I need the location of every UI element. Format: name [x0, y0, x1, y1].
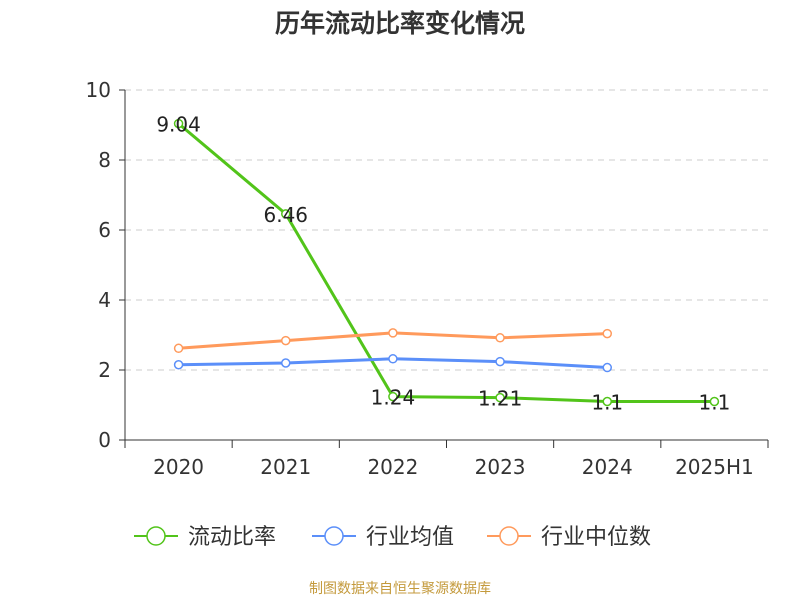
- series-line-0: [177, 122, 716, 403]
- data-point[interactable]: [709, 396, 720, 407]
- legend-marker: [499, 526, 519, 546]
- data-label: 1.21: [478, 387, 523, 411]
- legend[interactable]: 流动比率 行业均值 行业中位数: [134, 525, 651, 550]
- y-tick-label: 6: [98, 218, 111, 242]
- data-label: 1.1: [699, 391, 731, 415]
- data-point[interactable]: [495, 356, 505, 367]
- y-tick-label: 2: [98, 358, 111, 382]
- data-point[interactable]: [602, 362, 612, 373]
- source-note: 制图数据来自恒生聚源数据库: [309, 581, 491, 597]
- data-point[interactable]: [495, 392, 505, 403]
- legend-item-1[interactable]: 行业均值: [312, 525, 454, 550]
- x-tick-label: 2020: [153, 455, 204, 479]
- data-point[interactable]: [602, 396, 612, 407]
- legend-item-2[interactable]: 行业中位数: [487, 525, 651, 550]
- data-label: 1.24: [371, 386, 416, 410]
- x-tick-label: 2024: [582, 455, 633, 479]
- grid-lines: [125, 89, 768, 371]
- legend-label: 流动比率: [188, 525, 276, 550]
- plot-area: [173, 118, 720, 407]
- x-tick-label: 2023: [475, 455, 526, 479]
- legend-label: 行业中位数: [541, 525, 651, 550]
- y-tick-label: 0: [98, 428, 111, 452]
- legend-marker: [324, 526, 344, 546]
- axes: 0 2 4 6 8 10 2020 2021 2022 2023 2024 2025H1: [86, 78, 769, 479]
- legend-label: 行业均值: [366, 525, 454, 550]
- legend-marker: [146, 526, 166, 546]
- chart-title: 历年流动比率变化情况: [274, 9, 525, 38]
- data-point[interactable]: [173, 343, 184, 354]
- data-label: 9.04: [156, 113, 201, 137]
- data-point[interactable]: [495, 333, 505, 343]
- data-point[interactable]: [281, 335, 291, 346]
- data-point[interactable]: [173, 360, 184, 370]
- data-point[interactable]: [388, 328, 398, 338]
- x-tick-label: 2022: [367, 455, 418, 479]
- data-point[interactable]: [173, 118, 184, 129]
- y-tick-label: 4: [98, 288, 111, 312]
- y-tick-label: 8: [98, 148, 111, 172]
- x-tick-label: 2021: [260, 455, 311, 479]
- x-tick-label: 2025H1: [675, 455, 754, 479]
- data-point[interactable]: [281, 358, 291, 368]
- data-point[interactable]: [602, 328, 612, 339]
- data-point[interactable]: [281, 209, 291, 219]
- data-label: 6.46: [263, 203, 308, 227]
- data-point[interactable]: [388, 354, 398, 364]
- data-point[interactable]: [388, 391, 398, 402]
- y-tick-label: 10: [86, 78, 111, 102]
- data-labels: 9.04 6.46 1.24 1.21 1.1 1.1: [156, 113, 730, 415]
- legend-item-0[interactable]: 流动比率: [134, 525, 276, 550]
- data-label: 1.1: [591, 391, 623, 415]
